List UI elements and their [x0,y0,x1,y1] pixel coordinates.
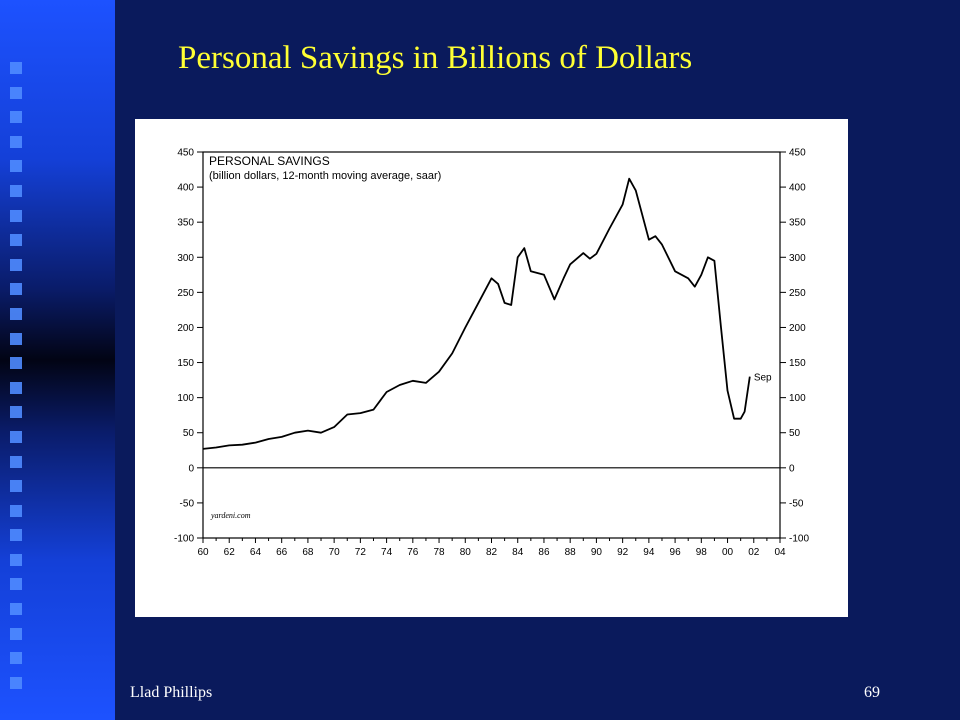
y-tick-label-left: 150 [177,358,194,369]
sidebar-square [10,381,22,394]
x-tick-label: 74 [381,547,393,558]
sidebar-square [10,627,22,640]
y-tick-label-right: 200 [789,323,806,334]
x-tick-label: 80 [460,547,472,558]
y-tick-label-right: -50 [789,498,804,509]
sidebar-square [10,184,22,197]
y-tick-label-left: -100 [174,534,194,545]
x-tick-label: 72 [355,547,367,558]
y-tick-label-left: 100 [177,393,194,404]
sidebar-square [10,62,22,74]
sidebar-square [10,111,22,124]
sidebar-square [10,357,22,370]
annotation-label: Sep [754,373,772,384]
chart-subtitle: (billion dollars, 12-month moving averag… [209,170,441,182]
sidebar-square [10,480,22,493]
sidebar-square [10,529,22,542]
slide-title: Personal Savings in Billions of Dollars [178,40,693,76]
sidebar-squares [10,62,24,701]
sidebar-square [10,160,22,173]
sidebar-square [10,603,22,616]
x-tick-label: 86 [538,547,550,558]
y-tick-label-left: 350 [177,218,194,229]
sidebar-square [10,578,22,591]
y-tick-label-right: 450 [789,148,806,159]
x-tick-label: 70 [329,547,341,558]
x-tick-label: 98 [696,547,708,558]
x-tick-label: 82 [486,547,498,558]
sidebar-square [10,676,22,689]
x-tick-label: 88 [565,547,577,558]
sidebar-square [10,86,22,99]
sidebar-decoration [0,0,115,720]
sidebar-square [10,406,22,419]
x-tick-label: 68 [302,547,314,558]
y-tick-label-right: 50 [789,428,801,439]
page-number: 69 [864,684,880,701]
y-tick-label-left: 400 [177,183,194,194]
plot-frame [202,151,781,539]
y-tick-label-right: 0 [789,463,795,474]
y-tick-label-right: 250 [789,288,806,299]
y-tick-label-right: 100 [789,393,806,404]
sidebar-square [10,430,22,443]
y-tick-label-right: 400 [789,183,806,194]
x-tick-label: 84 [512,547,524,558]
x-tick-label: 62 [224,547,236,558]
x-tick-label: 04 [774,547,786,558]
sidebar-square [10,234,22,247]
y-tick-label-right: 150 [789,358,806,369]
sidebar-square [10,209,22,222]
chart-title: PERSONAL SAVINGS [209,154,330,168]
y-tick-label-left: -50 [180,498,195,509]
sidebar-square [10,135,22,148]
y-tick-label-left: 300 [177,253,194,264]
y-tick-label-left: 50 [183,428,195,439]
x-tick-label: 94 [643,547,655,558]
sidebar-square [10,258,22,271]
sidebar-square [10,332,22,345]
y-tick-label-left: 250 [177,288,194,299]
x-tick-label: 00 [722,547,734,558]
y-tick-label-right: 300 [789,253,806,264]
sidebar-square [10,283,22,296]
y-tick-label-left: 0 [188,463,194,474]
x-tick-label: 96 [670,547,682,558]
chart-panel: -100 -100 -50 -50 0 0 50 50 100 100 150 150 200 200 25… [135,119,848,617]
source-credit: yardeni.com [210,511,251,520]
x-tick-label: 90 [591,547,603,558]
y-tick-label-right: 350 [789,218,806,229]
y-tick-label-left: 450 [177,148,194,159]
sidebar-square [10,652,22,665]
x-tick-label: 76 [407,547,419,558]
y-tick-label-right: -100 [789,534,809,545]
x-tick-label: 60 [197,547,209,558]
x-tick-label: 64 [250,547,262,558]
sidebar-square [10,307,22,320]
x-tick-label: 02 [748,547,760,558]
y-tick-label-left: 200 [177,323,194,334]
x-tick-label: 78 [433,547,445,558]
footer-author: Llad Phillips [130,684,213,701]
sidebar-square [10,455,22,468]
savings-series-line [202,177,751,450]
sidebar-square [10,504,22,517]
sidebar-square [10,553,22,566]
x-tick-label: 66 [276,547,288,558]
x-tick-label: 92 [617,547,629,558]
